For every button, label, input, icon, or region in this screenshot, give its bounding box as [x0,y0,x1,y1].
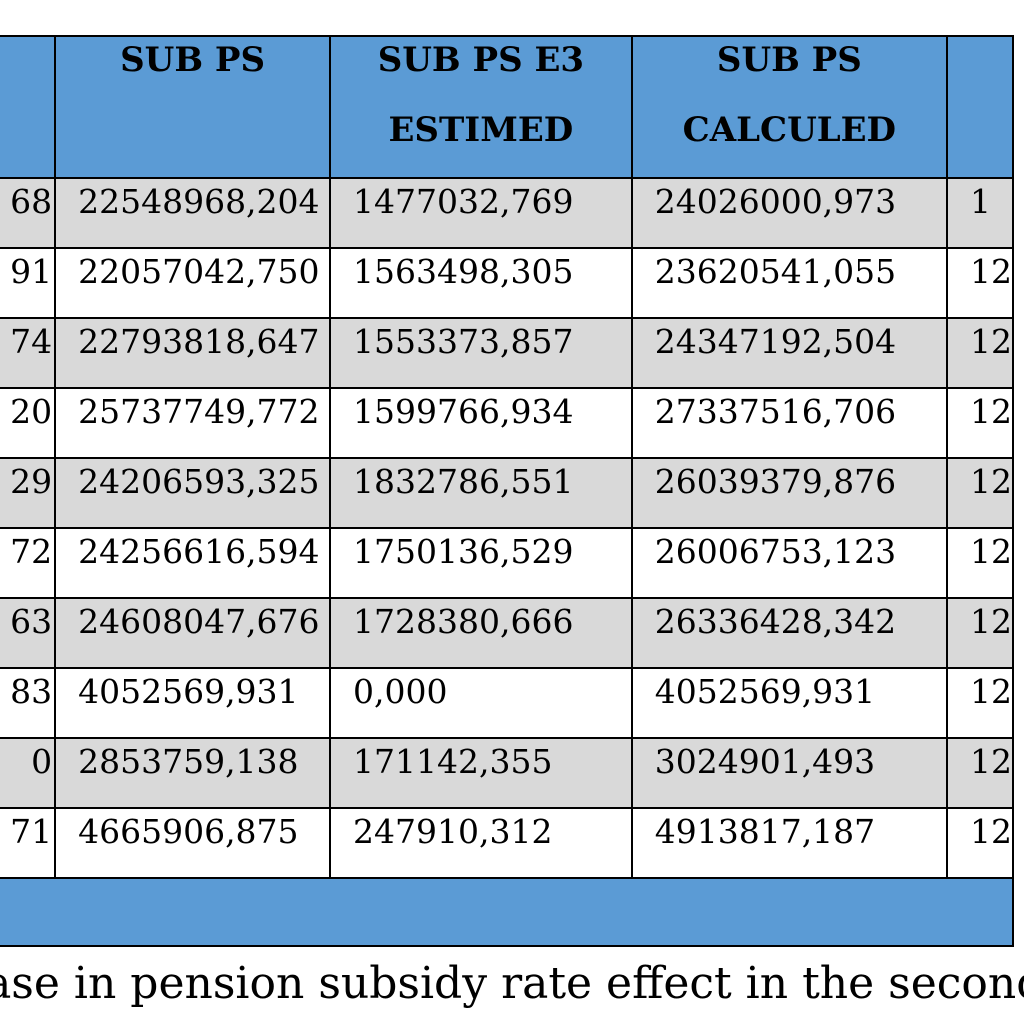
table-cell: 71 [0,807,57,879]
table-cell: 74 [0,317,57,389]
table-cell: 1553373,857 [329,317,633,389]
table-cell: 0,000 [329,667,633,739]
table-cell: 1477032,769 [329,177,633,249]
header-line-1: SUB PS [120,40,266,80]
table-cell: 4052569,931 [54,667,332,739]
table-row: 63 24608047,676 1728380,666 26336428,342… [0,597,1015,669]
table-cell: 1563498,305 [329,247,633,319]
table-cell: 24026000,973 [630,177,948,249]
header-line-1 [0,38,53,107]
table-cell: 22793818,647 [54,317,332,389]
header-cell-col4 [945,35,1015,179]
table-cell: 4052569,931 [630,667,948,739]
header-line-1 [949,38,1011,107]
table-cell: 72 [0,527,57,599]
table-row: 29 24206593,325 1832786,551 26039379,876… [0,457,1015,529]
table-cell: 0 [0,737,57,809]
table-caption: rease in pension subsidy rate effect in … [0,958,1024,1009]
table-cell: 24206593,325 [54,457,332,529]
header-cell-col0 [0,35,57,179]
table-cell: 12 [945,457,1015,529]
table-cell: 1599766,934 [329,387,633,459]
table-cell: 91 [0,247,57,319]
header-line-2: ESTIMED [388,110,574,150]
header-cell-sub-ps-calculed: SUB PS CALCULED [630,35,948,179]
table-cell: 1832786,551 [329,457,633,529]
header-line-2 [949,107,1011,176]
subsidy-data-table: SUB PS SUB PS E3 ESTIMED SUB PS CALCULED [0,35,1015,947]
table-cell: 247910,312 [329,807,633,879]
table-header-row: SUB PS SUB PS E3 ESTIMED SUB PS CALCULED [0,35,1015,179]
table-cell: 12 [945,667,1015,739]
table-cell: 12 [945,317,1015,389]
table-row: 83 4052569,931 0,000 4052569,931 12 [0,667,1015,739]
table-footer-row [0,877,1014,947]
table-cell: 24256616,594 [54,527,332,599]
table-cell: 63 [0,597,57,669]
table-row: 0 2853759,138 171142,355 3024901,493 12 [0,737,1015,809]
table-cell: 12 [945,247,1015,319]
table-footer-band [0,877,1014,947]
table-cell: 20 [0,387,57,459]
table-cell: 22057042,750 [54,247,332,319]
table-cell: 1750136,529 [329,527,633,599]
table-row: 74 22793818,647 1553373,857 24347192,504… [0,317,1015,389]
table-cell: 171142,355 [329,737,633,809]
table-cell: 22548968,204 [54,177,332,249]
table-cell: 4913817,187 [630,807,948,879]
table-cell: 26039379,876 [630,457,948,529]
table-cell: 2853759,138 [54,737,332,809]
table-row: 68 22548968,204 1477032,769 24026000,973… [0,177,1015,249]
table-row: 71 4665906,875 247910,312 4913817,187 12 [0,807,1015,879]
table-row: 91 22057042,750 1563498,305 23620541,055… [0,247,1015,319]
table-row: 72 24256616,594 1750136,529 26006753,123… [0,527,1015,599]
table-cell: 25737749,772 [54,387,332,459]
table-row: 20 25737749,772 1599766,934 27337516,706… [0,387,1015,459]
table-cell: 24347192,504 [630,317,948,389]
header-cell-sub-ps: SUB PS [54,35,332,179]
header-line-1: SUB PS [716,40,862,80]
table-cell: 26006753,123 [630,527,948,599]
table-cell: 12 [945,527,1015,599]
table-cell: 27337516,706 [630,387,948,459]
table-cell: 24608047,676 [54,597,332,669]
table-cell: 12 [945,597,1015,669]
table-cell: 26336428,342 [630,597,948,669]
table-cell: 23620541,055 [630,247,948,319]
table-cell: 3024901,493 [630,737,948,809]
header-line-2 [0,107,53,176]
table-cell: 1728380,666 [329,597,633,669]
table-cell: 12 [945,387,1015,459]
table-cell: 29 [0,457,57,529]
table-cell: 1 [945,177,1015,249]
table-cell: 68 [0,177,57,249]
table-cell: 12 [945,737,1015,809]
table-cell: 83 [0,667,57,739]
header-line-2 [57,107,328,176]
header-line-2: CALCULED [682,110,897,150]
header-cell-sub-ps-e3-estimed: SUB PS E3 ESTIMED [329,35,633,179]
header-line-1: SUB PS E3 [377,40,585,80]
table-cell: 12 [945,807,1015,879]
table-cell: 4665906,875 [54,807,332,879]
